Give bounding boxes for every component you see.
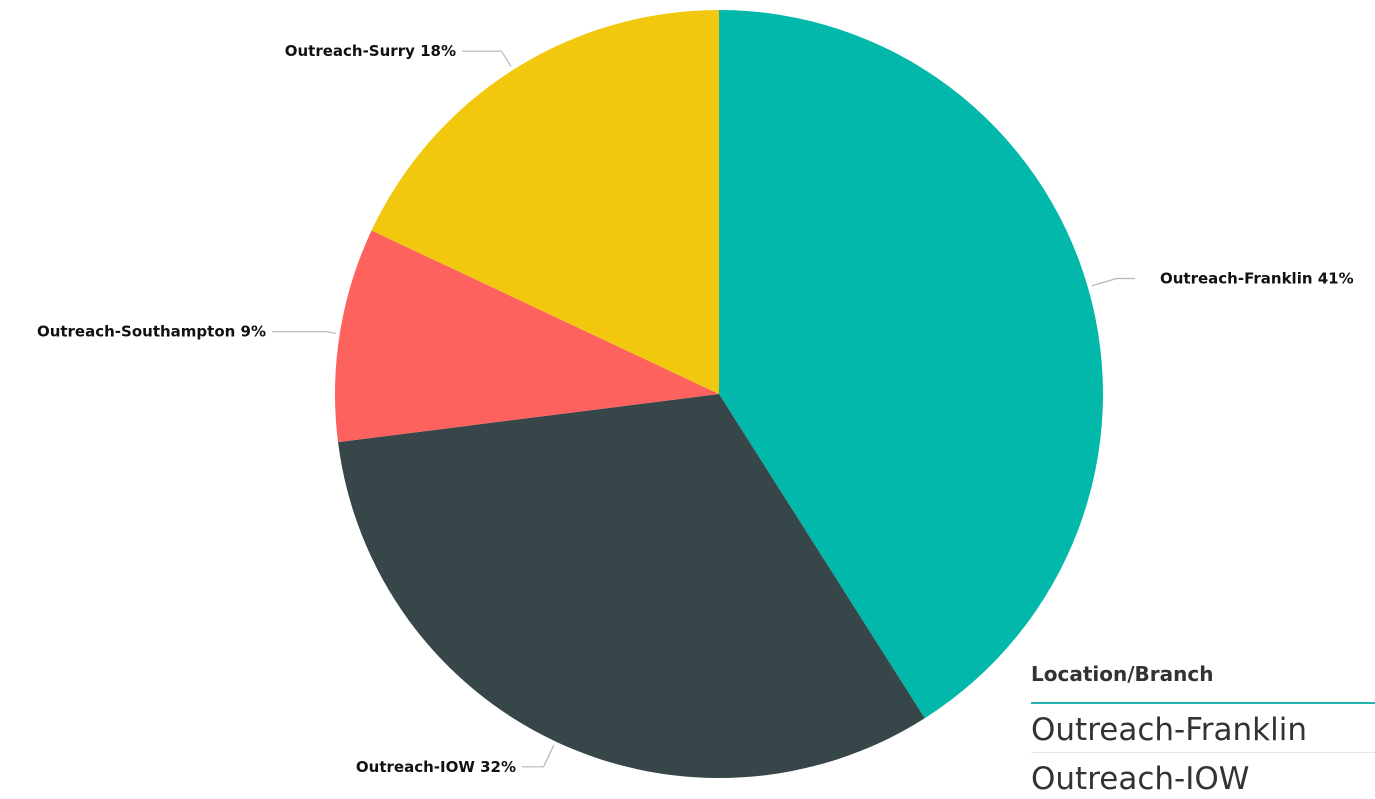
data-label-outreach-franklin: Outreach-Franklin 41% <box>1160 270 1354 288</box>
slicer-item-outreach-iow[interactable]: Outreach-IOW <box>1031 753 1375 799</box>
data-label-outreach-iow: Outreach-IOW 32% <box>356 758 516 776</box>
location-branch-slicer: Location/Branch Outreach-Franklin Outrea… <box>1031 654 1375 799</box>
slicer-header: Location/Branch <box>1031 654 1375 704</box>
leader-line-outreach-franklin <box>1092 279 1135 286</box>
leader-line-outreach-surry <box>462 51 511 66</box>
slicer-item-outreach-franklin[interactable]: Outreach-Franklin <box>1031 704 1375 753</box>
data-label-outreach-southampton: Outreach-Southampton 9% <box>37 323 266 341</box>
leader-line-outreach-southampton <box>272 332 336 334</box>
data-label-outreach-surry: Outreach-Surry 18% <box>285 42 456 60</box>
leader-line-outreach-iow <box>522 745 554 767</box>
